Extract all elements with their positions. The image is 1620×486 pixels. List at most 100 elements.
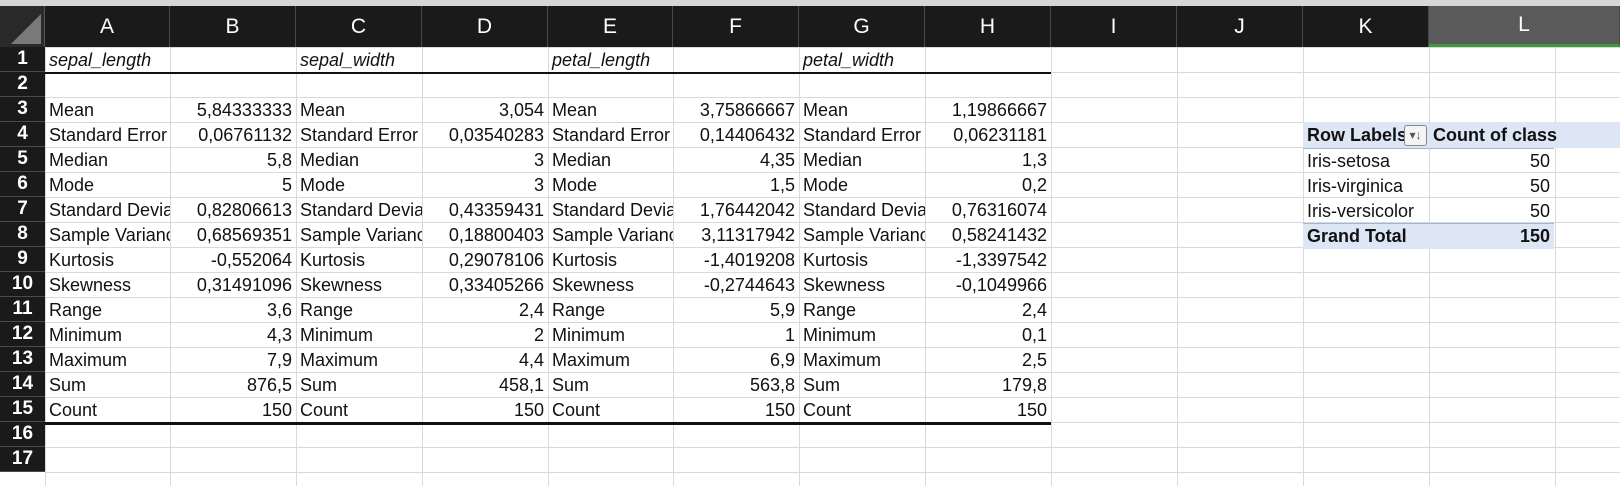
cell-stat-label[interactable]: Mode [552,175,598,195]
cell-stat-value[interactable]: 6,9 [769,350,795,370]
cell-stat-value[interactable]: 3,11317942 [701,225,795,245]
pivot-row-label[interactable]: Iris-versicolor [1307,201,1415,221]
cell-stat-value[interactable]: 2 [533,325,544,345]
cell-stat-value[interactable]: -0,552064 [210,250,292,270]
pivot-row-value[interactable]: 50 [1529,151,1550,171]
pivot-value-header[interactable]: Count of class [1429,122,1620,148]
row-header-17[interactable]: 17 [0,447,45,472]
row-header-12[interactable]: 12 [0,322,45,347]
pivot-grand-total-value[interactable]: 150 [1429,224,1554,249]
cell-stat-label[interactable]: Mode [300,175,346,195]
cell-stat-label[interactable]: Standard Deviation [552,200,673,220]
cell-stat-label[interactable]: Standard Deviation [300,200,422,220]
row-header-6[interactable]: 6 [0,172,45,197]
cell-stat-value[interactable]: 4,3 [266,325,292,345]
cell-stat-value[interactable]: 3 [533,175,544,195]
cell-stat-label[interactable]: Sum [300,375,338,395]
cell-stat-label[interactable]: Minimum [552,325,626,345]
cell-stat-label[interactable]: Skewness [300,275,383,295]
cell-stat-label[interactable]: Mean [49,100,95,120]
cell-stat-label[interactable]: Maximum [552,350,631,370]
cell-stat-label[interactable]: Maximum [300,350,379,370]
cell-a1-variable-header[interactable]: sepal_length [49,50,152,70]
cell-stat-label[interactable]: Count [49,400,98,420]
cell-stat-value[interactable]: 4,4 [518,350,544,370]
cell-stat-value[interactable]: 0,03540283 [448,125,544,145]
cell-stat-value[interactable]: -1,3397542 [955,250,1047,270]
column-header-f[interactable]: F [673,6,799,47]
cell-stat-value[interactable]: 0,82806613 [196,200,292,220]
cell-stat-value[interactable]: 179,8 [1001,375,1047,395]
column-header-a[interactable]: A [45,6,170,47]
cell-stat-value[interactable]: 5,8 [266,150,292,170]
cell-stat-label[interactable]: Standard Error [300,125,419,145]
cell-stat-value[interactable]: 1,5 [769,175,795,195]
cell-stat-value[interactable]: 876,5 [246,375,292,395]
cell-stat-value[interactable]: 0,43359431 [448,200,544,220]
row-header-16[interactable]: 16 [0,422,45,447]
cell-stat-value[interactable]: 5,9 [769,300,795,320]
cell-stat-value[interactable]: -0,1049966 [955,275,1047,295]
cell-stat-value[interactable]: 150 [1016,400,1047,420]
row-header-13[interactable]: 13 [0,347,45,372]
column-header-g[interactable]: G [799,6,925,47]
cell-stat-value[interactable]: 2,4 [1021,300,1047,320]
cell-stat-label[interactable]: Mean [552,100,598,120]
cell-stat-value[interactable]: 0,68569351 [196,225,292,245]
cell-stat-value[interactable]: 3,6 [266,300,292,320]
cell-stat-value[interactable]: 3 [533,150,544,170]
row-header-11[interactable]: 11 [0,297,45,322]
cell-stat-label[interactable]: Mean [803,100,849,120]
cell-stat-label[interactable]: Skewness [49,275,132,295]
cell-stat-label[interactable]: Range [49,300,103,320]
row-header-5[interactable]: 5 [0,147,45,172]
cell-stat-label[interactable]: Sum [803,375,841,395]
cell-stat-label[interactable]: Mode [803,175,849,195]
cell-stat-label[interactable]: Maximum [49,350,128,370]
cell-stat-value[interactable]: 0,58241432 [951,225,1047,245]
cell-stat-value[interactable]: 3,75866667 [699,100,795,120]
cell-stat-label[interactable]: Skewness [803,275,886,295]
cell-stat-value[interactable]: 1,76442042 [699,200,795,220]
cell-stat-value[interactable]: -0,2744643 [703,275,795,295]
cell-stat-label[interactable]: Minimum [49,325,123,345]
cell-stat-label[interactable]: Sample Variance [803,225,925,245]
column-header-h[interactable]: H [925,6,1051,47]
cell-stat-label[interactable]: Kurtosis [300,250,366,270]
cell-stat-value[interactable]: 150 [261,400,292,420]
row-header-14[interactable]: 14 [0,372,45,397]
cell-stat-label[interactable]: Standard Error [49,125,168,145]
cell-stat-value[interactable]: 458,1 [498,375,544,395]
cell-stat-label[interactable]: Standard Error [803,125,922,145]
cell-stat-value[interactable]: 5 [281,175,292,195]
cell-stat-label[interactable]: Count [300,400,349,420]
cell-stat-label[interactable]: Kurtosis [49,250,115,270]
cell-stat-value[interactable]: 0,14406432 [699,125,795,145]
pivot-row-value[interactable]: 50 [1529,201,1550,221]
cell-stat-value[interactable]: 0,33405266 [448,275,544,295]
pivot-row-label[interactable]: Iris-setosa [1307,151,1391,171]
cell-stat-value[interactable]: 2,5 [1021,350,1047,370]
cell-stat-label[interactable]: Sample Variance [300,225,422,245]
cell-stat-label[interactable]: Mean [300,100,346,120]
cell-stat-value[interactable]: 0,06231181 [953,125,1047,145]
cell-stat-value[interactable]: 0,06761132 [198,125,292,145]
pivot-row-label[interactable]: Iris-virginica [1307,176,1404,196]
row-header-3[interactable]: 3 [0,97,45,122]
cell-stat-value[interactable]: 0,31491096 [196,275,292,295]
cell-stat-value[interactable]: 5,84333333 [196,100,292,120]
cell-stat-value[interactable]: 1,3 [1021,150,1047,170]
row-header-8[interactable]: 8 [0,222,45,247]
cell-stat-label[interactable]: Sum [49,375,87,395]
cell-stat-value[interactable]: 0,18800403 [448,225,544,245]
cell-stat-value[interactable]: 0,1 [1021,325,1047,345]
cell-stat-label[interactable]: Count [552,400,601,420]
cell-stat-label[interactable]: Kurtosis [803,250,869,270]
row-header-15[interactable]: 15 [0,397,45,422]
cell-g1-variable-header[interactable]: petal_width [803,50,895,70]
sort-filter-icon[interactable]: ▾↓ [1404,125,1427,146]
pivot-grand-total-label[interactable]: Grand Total [1303,224,1429,249]
cell-stat-value[interactable]: 563,8 [749,375,795,395]
cell-stat-value[interactable]: 2,4 [518,300,544,320]
cell-stat-label[interactable]: Range [300,300,354,320]
